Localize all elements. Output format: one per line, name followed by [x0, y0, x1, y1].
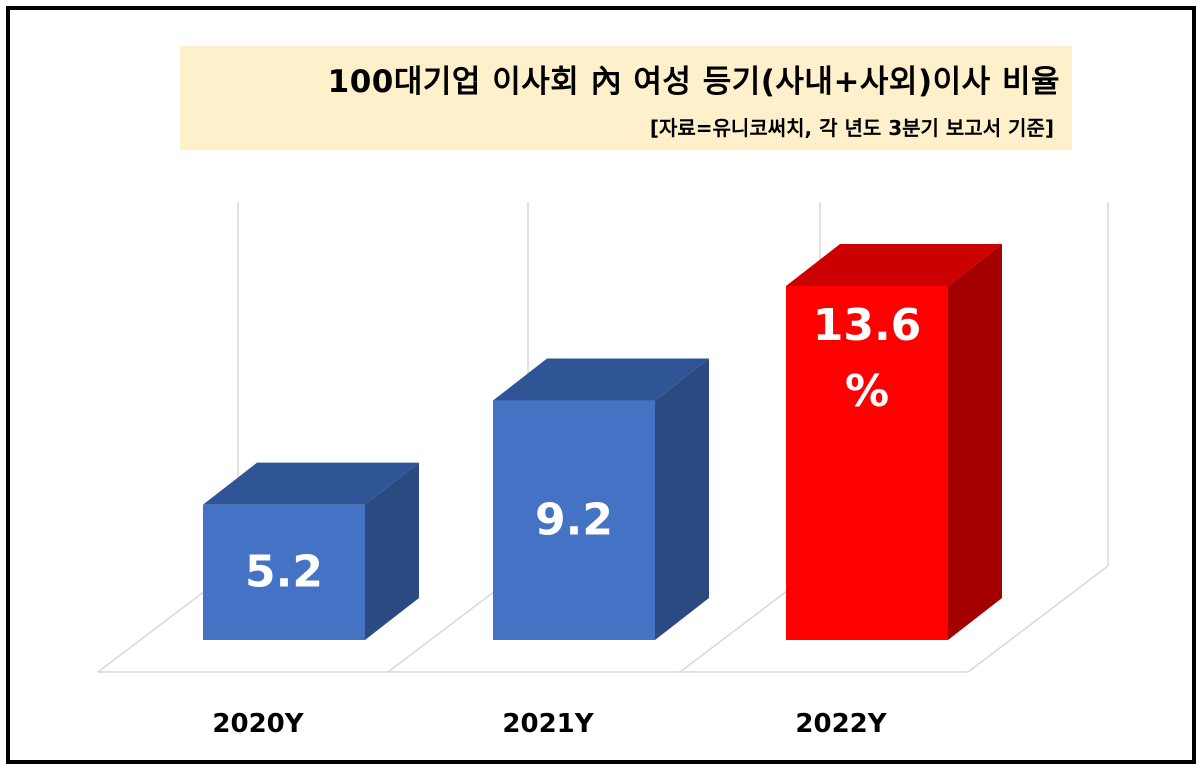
bar-top	[786, 244, 1002, 286]
data-label: 5.2	[245, 546, 323, 597]
category-label: 2022Y	[795, 709, 887, 739]
bar-front	[203, 504, 365, 640]
chart-title: 100대기업 이사회 內 여성 등기(사내+사외)이사 비율	[327, 64, 1060, 100]
bar-top	[203, 462, 419, 505]
chart-subtitle: [자료=유니코써치, 각 년도 3분기 보고서 기준]	[649, 116, 1054, 140]
bar-2021Y: 9.2	[493, 358, 709, 640]
bar-front	[493, 400, 655, 640]
bar-side	[365, 462, 419, 640]
data-label: 9.2	[535, 494, 613, 545]
category-label: 2020Y	[212, 709, 304, 739]
bar-2020Y: 5.2	[203, 462, 419, 640]
bar-2022Y: 13.6%	[786, 244, 1002, 640]
bar-side	[948, 244, 1002, 640]
bar-front	[786, 286, 948, 640]
category-label: 2021Y	[502, 709, 594, 739]
bar-top	[493, 358, 709, 401]
title-box: 100대기업 이사회 內 여성 등기(사내+사외)이사 비율 [자료=유니코써치…	[180, 46, 1072, 150]
bar-side	[655, 358, 709, 640]
data-label: 13.6%	[813, 300, 922, 417]
